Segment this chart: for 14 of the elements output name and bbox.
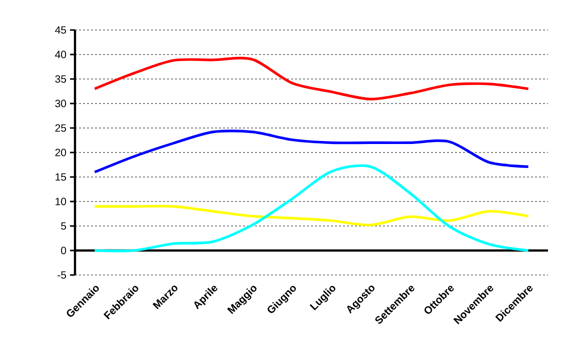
y-tick-label: 30: [55, 100, 66, 108]
y-tick-label: 0: [61, 246, 66, 254]
y-tick-label: 45: [55, 26, 66, 34]
line-series: [93, 164, 530, 252]
line-series: [93, 204, 530, 226]
y-tick-label: 10: [56, 198, 66, 206]
y-tick-label: 5: [61, 222, 66, 230]
y-tick-label: 25: [55, 124, 66, 132]
y-tick-label: 15: [56, 173, 66, 181]
y-tick-label: 35: [55, 75, 66, 83]
y-tick-label: 40: [55, 50, 66, 58]
y-tick-label: -5: [58, 271, 66, 279]
y-tick-label: 20: [55, 148, 66, 156]
line-series: [93, 130, 530, 174]
